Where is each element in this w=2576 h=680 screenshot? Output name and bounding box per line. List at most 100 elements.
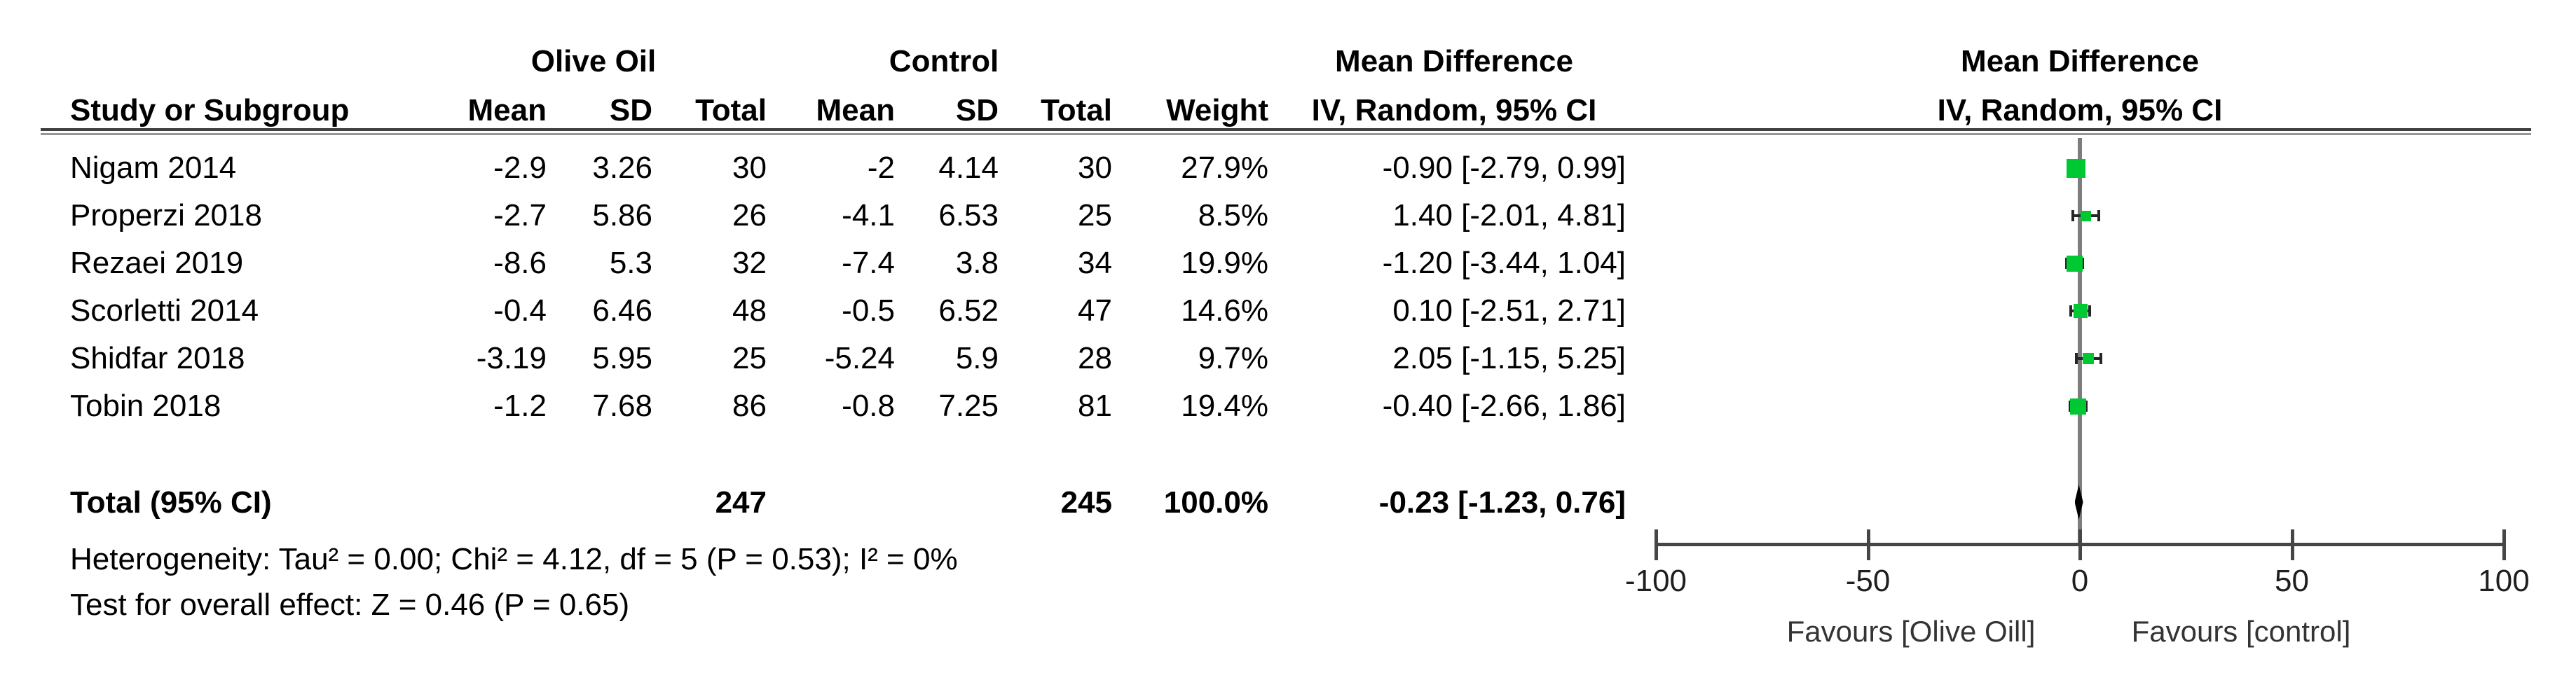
axis-tick xyxy=(2502,529,2506,560)
cell-olive-mean: -8.6 xyxy=(493,246,547,280)
cell-olive-sd: 5.86 xyxy=(592,198,652,233)
header-mean-difference-text: Mean Difference xyxy=(1335,44,1573,78)
ci-whisker-cap xyxy=(2081,258,2085,269)
cell-olive-sd: 3.26 xyxy=(592,151,652,185)
cell-study-name: Rezaei 2019 xyxy=(70,246,244,280)
ci-whisker-cap xyxy=(2099,353,2102,364)
cell-olive-total: 25 xyxy=(732,341,767,375)
axis-tick-label: 50 xyxy=(2275,564,2309,598)
cell-weight: 27.9% xyxy=(1181,151,1268,185)
axis-tick xyxy=(1654,529,1658,560)
cell-md-ci: -0.90 [-2.79, 0.99] xyxy=(1382,151,1626,185)
study-weight-square xyxy=(2070,398,2087,415)
cell-md-ci: -0.40 [-2.66, 1.86] xyxy=(1382,389,1626,423)
cell-control-mean: -0.8 xyxy=(842,389,895,423)
cell-control-total: 30 xyxy=(1078,151,1112,185)
header-olive-sd: SD xyxy=(609,93,652,127)
cell-olive-sd: 5.3 xyxy=(609,246,652,280)
cell-control-total: 25 xyxy=(1078,198,1112,233)
axis-tick-label: 0 xyxy=(2071,564,2089,598)
cell-control-total: 28 xyxy=(1078,341,1112,375)
cell-weight: 8.5% xyxy=(1198,198,1268,233)
axis-tick xyxy=(2078,529,2082,560)
cell-control-total: 34 xyxy=(1078,246,1112,280)
total-control-n: 245 xyxy=(1060,485,1112,520)
ci-whisker-cap xyxy=(2071,210,2074,221)
cell-olive-total: 32 xyxy=(732,246,767,280)
header-iv-random-ci-text: IV, Random, 95% CI xyxy=(1311,93,1597,127)
cell-md-ci: 2.05 [-1.15, 5.25] xyxy=(1392,341,1626,375)
axis-tick-label: -50 xyxy=(1845,564,1891,598)
cell-olive-mean: -1.2 xyxy=(493,389,547,423)
total-olive-n: 247 xyxy=(715,485,767,520)
cell-control-total: 81 xyxy=(1078,389,1112,423)
header-olive-mean: Mean xyxy=(467,93,547,127)
cell-control-sd: 4.14 xyxy=(938,151,999,185)
cell-olive-sd: 6.46 xyxy=(592,293,652,328)
header-control-sd: SD xyxy=(955,93,999,127)
header-iv-random-ci-plot: IV, Random, 95% CI xyxy=(1937,93,2223,127)
cell-control-total: 47 xyxy=(1078,293,1112,328)
cell-control-mean: -4.1 xyxy=(842,198,895,233)
ci-whisker-cap xyxy=(2085,401,2088,412)
study-weight-square xyxy=(2073,304,2088,318)
study-weight-square xyxy=(2067,255,2083,272)
ci-whisker-cap xyxy=(2088,305,2092,317)
favours-right-label: Favours [control] xyxy=(2131,615,2351,648)
cell-md-ci: 1.40 [-2.01, 4.81] xyxy=(1392,198,1626,233)
total-md-ci: -0.23 [-1.23, 0.76] xyxy=(1378,485,1626,520)
cell-olive-sd: 7.68 xyxy=(592,389,652,423)
cell-olive-mean: -0.4 xyxy=(493,293,547,328)
zero-effect-line xyxy=(2078,138,2082,545)
cell-olive-sd: 5.95 xyxy=(592,341,652,375)
cell-olive-mean: -2.9 xyxy=(493,151,547,185)
cell-olive-total: 26 xyxy=(732,198,767,233)
cell-control-mean: -0.5 xyxy=(842,293,895,328)
cell-control-sd: 5.9 xyxy=(955,341,999,375)
cell-olive-mean: -2.7 xyxy=(493,198,547,233)
header-olive-total: Total xyxy=(695,93,767,127)
cell-control-sd: 6.52 xyxy=(938,293,999,328)
cell-study-name: Shidfar 2018 xyxy=(70,341,245,375)
header-study-or-subgroup: Study or Subgroup xyxy=(70,93,350,127)
header-group-control: Control xyxy=(889,44,999,78)
study-weight-square xyxy=(2080,210,2091,221)
cell-control-sd: 3.8 xyxy=(955,246,999,280)
cell-study-name: Scorletti 2014 xyxy=(70,293,259,328)
axis-tick-label: -100 xyxy=(1624,564,1687,598)
cell-study-name: Tobin 2018 xyxy=(70,389,221,423)
cell-olive-total: 48 xyxy=(732,293,767,328)
header-group-olive-oil: Olive Oil xyxy=(530,44,657,78)
cell-weight: 9.7% xyxy=(1198,341,1268,375)
heterogeneity-stats: Heterogeneity: Tau² = 0.00; Chi² = 4.12,… xyxy=(70,542,958,576)
header-mean-difference-plot: Mean Difference xyxy=(1961,44,2199,78)
total-weight: 100.0% xyxy=(1163,485,1268,520)
axis-tick xyxy=(2290,529,2294,560)
cell-olive-mean: -3.19 xyxy=(476,341,547,375)
cell-olive-total: 30 xyxy=(732,151,767,185)
favours-left-label: Favours [Olive Oill] xyxy=(1786,615,2036,648)
ci-whisker-cap xyxy=(2069,305,2072,317)
study-weight-square xyxy=(2067,158,2086,178)
cell-study-name: Properzi 2018 xyxy=(70,198,262,233)
ci-whisker-cap xyxy=(2065,258,2069,269)
total-label: Total (95% CI) xyxy=(70,485,272,520)
cell-control-mean: -5.24 xyxy=(824,341,895,375)
axis-tick-label: 100 xyxy=(2478,564,2530,598)
cell-control-mean: -7.4 xyxy=(842,246,895,280)
cell-weight: 14.6% xyxy=(1181,293,1268,328)
header-separator-line-shadow xyxy=(41,133,2531,135)
header-weight: Weight xyxy=(1166,93,1268,127)
cell-control-mean: -2 xyxy=(867,151,895,185)
axis-tick xyxy=(1866,529,1870,560)
header-separator-line xyxy=(41,128,2531,131)
ci-whisker-cap xyxy=(2097,210,2101,221)
cell-olive-total: 86 xyxy=(732,389,767,423)
summary-diamond xyxy=(2074,485,2083,520)
cell-md-ci: 0.10 [-2.51, 2.71] xyxy=(1392,293,1626,328)
cell-md-ci: -1.20 [-3.44, 1.04] xyxy=(1382,246,1626,280)
cell-weight: 19.4% xyxy=(1181,389,1268,423)
cell-control-sd: 7.25 xyxy=(938,389,999,423)
study-weight-square xyxy=(2083,353,2095,364)
